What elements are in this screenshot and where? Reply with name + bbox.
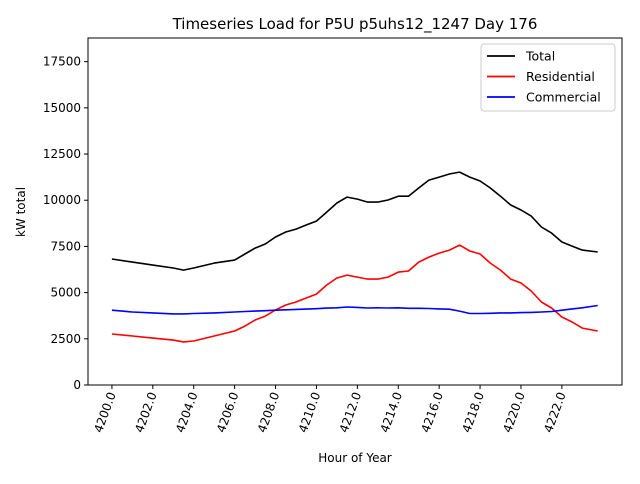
- y-tick-label: 12500: [43, 147, 81, 161]
- y-tick-label: 17500: [43, 55, 81, 69]
- y-tick-label: 2500: [50, 332, 81, 346]
- x-tick-label: 4210.0: [296, 390, 324, 434]
- legend: Total Residential Commercial: [480, 43, 616, 112]
- plot-area: [111, 171, 598, 343]
- x-tick-label: 4204.0: [173, 390, 201, 434]
- y-tick-label: 10000: [43, 193, 81, 207]
- chart-title: Timeseries Load for P5U p5uhs12_1247 Day…: [172, 15, 538, 34]
- x-tick-label: 4216.0: [418, 390, 446, 434]
- x-tick-label: 4222.0: [541, 390, 569, 434]
- axis-ticks: 4200.0 4202.0 4204.0 4206.0 4208.0 4210.0 4212…: [43, 55, 569, 435]
- x-tick-label: 4200.0: [91, 390, 119, 434]
- series-line-total: [111, 171, 598, 271]
- y-tick-label: 7500: [50, 239, 81, 253]
- x-axis-label: Hour of Year: [318, 451, 392, 465]
- legend-box: [480, 43, 616, 112]
- x-tick-label: 4214.0: [378, 390, 406, 434]
- x-tick-label: 4218.0: [459, 390, 487, 434]
- x-tick-label: 4212.0: [337, 390, 365, 434]
- series-line-commercial: [111, 304, 598, 315]
- axes-frame: [87, 37, 623, 386]
- legend-label-residential: Residential: [526, 69, 595, 84]
- y-tick-label: 5000: [50, 286, 81, 300]
- y-tick-label: 0: [73, 378, 81, 392]
- legend-label-commercial: Commercial: [526, 90, 601, 105]
- y-axis-label: kW total: [14, 187, 28, 237]
- x-tick-label: 4208.0: [255, 390, 283, 434]
- x-tick-label: 4206.0: [214, 390, 242, 434]
- y-tick-label: 15000: [43, 101, 81, 115]
- series-line-residential: [111, 244, 598, 343]
- x-tick-label: 4202.0: [132, 390, 160, 434]
- legend-label-total: Total: [525, 49, 555, 64]
- x-tick-label: 4220.0: [500, 390, 528, 434]
